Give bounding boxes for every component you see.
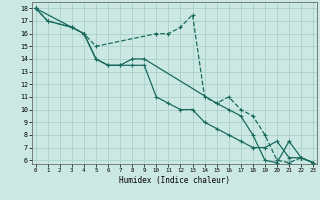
X-axis label: Humidex (Indice chaleur): Humidex (Indice chaleur) (119, 176, 230, 185)
